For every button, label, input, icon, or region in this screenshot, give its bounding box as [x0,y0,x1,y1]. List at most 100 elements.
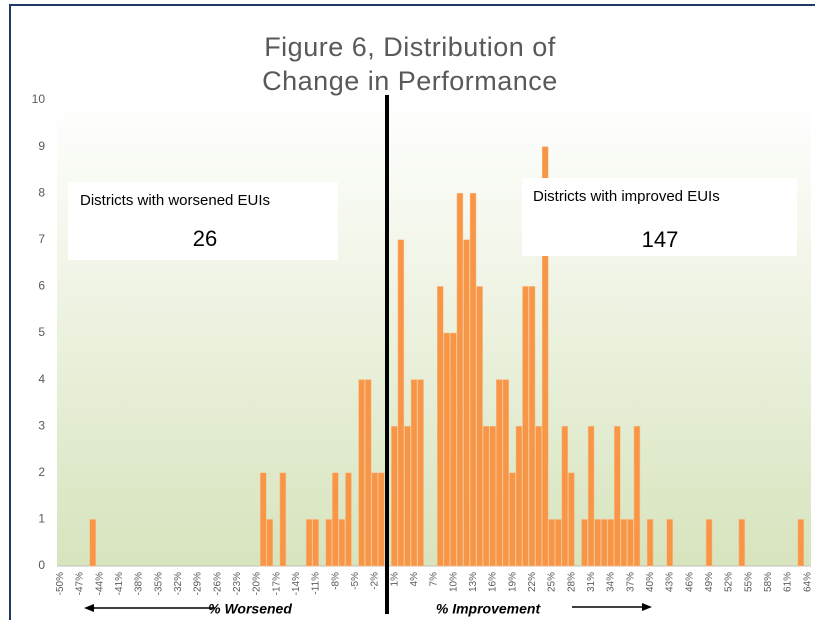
axis-annotation: % Improvement [436,601,542,617]
bar [738,519,746,567]
bar [489,425,496,567]
bar [456,192,464,567]
box-count: 147 [642,227,679,252]
x-tick-label: 1% [389,572,400,587]
axis-annotation: % Worsened [208,601,292,617]
x-tick-label: 4% [409,572,420,587]
y-tick-label: 10 [32,92,46,106]
bar [89,519,96,567]
bar [482,425,490,567]
bar [260,472,267,567]
bar [620,519,628,567]
bar [627,519,634,567]
bar [502,379,510,567]
x-tick-label: -47% [75,572,86,595]
bar [515,425,523,567]
x-tick-label: 31% [586,572,597,592]
bar [646,519,654,567]
bar [633,425,641,567]
x-tick-label: 46% [684,572,695,592]
annotation-box [522,178,797,256]
y-tick-label: 3 [38,418,45,432]
x-tick-label: 25% [547,572,558,592]
x-tick-label: 61% [783,572,794,592]
bar [555,519,562,567]
bar [548,519,555,567]
x-tick-label: -32% [173,572,184,595]
x-tick-label: -2% [370,572,381,590]
x-tick-label: 13% [468,572,479,592]
bar [705,519,713,567]
x-tick-label: -8% [330,572,341,590]
y-tick-label: 9 [38,139,45,153]
y-tick-label: 7 [38,232,45,246]
arrowhead [84,604,94,612]
bar [417,379,424,567]
bar [463,239,470,567]
y-tick-label: 8 [38,185,45,199]
bar [666,519,673,567]
y-tick-label: 5 [38,325,45,339]
box-label: Districts with worsened EUIs [80,192,270,209]
x-tick-label: 37% [625,572,636,592]
bar [378,472,385,567]
bar [305,519,313,567]
bar [614,425,621,567]
x-tick-label: 58% [763,572,774,592]
bar [587,425,595,567]
x-tick-label: -5% [350,572,361,590]
bar [450,332,457,567]
bar [404,425,411,567]
bar [266,519,274,567]
y-tick-label: 1 [38,512,45,526]
y-tick-label: 4 [38,372,45,386]
bar [437,286,444,567]
x-tick-label: -35% [153,572,164,595]
bar [528,286,536,567]
bar [535,425,542,567]
bar [607,519,614,567]
y-tick-label: 0 [38,558,45,572]
chart-title: Figure 6, Distribution of Change in Perf… [262,32,558,96]
x-tick-label: 52% [724,572,735,592]
bar [496,379,503,567]
annotation-box [68,182,338,260]
x-tick-label: 16% [488,572,499,592]
x-tick-label: 28% [566,572,577,592]
x-tick-label: 64% [802,572,813,592]
x-tick-label: -14% [291,572,302,595]
x-tick-label: -11% [311,572,322,595]
bar [561,425,569,567]
x-tick-label: -23% [232,572,243,595]
bar [332,472,339,567]
bar [509,472,516,567]
bar [371,472,378,567]
bar [325,519,333,567]
x-tick-label: 43% [665,572,676,592]
x-tick-label: -41% [114,572,125,595]
box-label: Districts with improved EUIs [533,188,720,205]
bar [600,519,608,567]
bar [312,519,319,567]
plot-area [57,100,811,566]
bar [397,239,405,567]
x-tick-label: -29% [193,572,204,595]
bar [345,472,352,567]
bar [279,472,287,567]
y-tick-label: 6 [38,279,45,293]
bar [443,332,451,567]
y-tick-label: 2 [38,465,45,479]
bar [364,379,372,567]
bar [522,286,529,567]
bar [797,519,805,567]
bar [568,472,575,567]
bar [358,379,365,567]
x-tick-label: -20% [252,572,263,595]
x-tick-label: 19% [507,572,518,592]
bar [338,519,346,567]
x-tick-label: 10% [448,572,459,592]
x-tick-label: 55% [743,572,754,592]
bar [581,519,588,567]
